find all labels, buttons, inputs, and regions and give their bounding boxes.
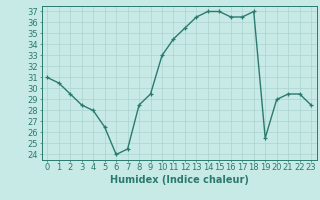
X-axis label: Humidex (Indice chaleur): Humidex (Indice chaleur) — [110, 175, 249, 185]
